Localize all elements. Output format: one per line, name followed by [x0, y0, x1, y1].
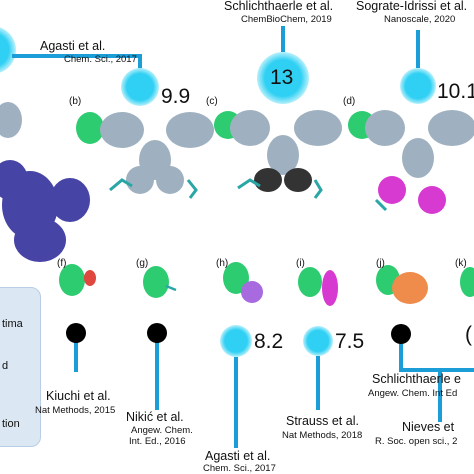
legend-item-1: tima: [2, 318, 23, 330]
agasti2-value: 8.2: [254, 330, 284, 353]
panel-label-j: (j): [376, 258, 385, 269]
panel-label-i: (i): [296, 258, 305, 269]
schlichthaerle-author: Schlichthaerle et al.: [224, 0, 334, 13]
agasti2-author: Agasti et al.: [205, 449, 271, 463]
nikic-journal-line2: Int. Ed., 2016: [129, 436, 186, 447]
agasti-value: 9.9: [161, 85, 191, 108]
strauss-value: 7.5: [335, 330, 365, 353]
schlichthaerle2-value: (: [465, 323, 472, 346]
panel-label-f: (f): [57, 258, 67, 269]
dark-blue-complex: [0, 160, 90, 262]
antibody-b: [76, 112, 214, 199]
kiuchi-journal: Nat Methods, 2015: [35, 405, 116, 416]
sograte-author: Sograte-Idrissi et al.: [356, 0, 468, 13]
antibody-d: [348, 110, 474, 214]
agasti-journal: Chem. Sci., 2017: [64, 54, 137, 65]
agasti-connector: [12, 54, 142, 70]
left-antibody-fragment: [0, 102, 22, 138]
nieves-journal: R. Soc. open sci., 2: [375, 436, 458, 447]
sograte-value: 10.1: [437, 80, 474, 103]
nanobody-k: [460, 267, 474, 297]
nanobody-g: [143, 266, 177, 298]
panel-label-g: (g): [136, 258, 149, 269]
nanobody-j: [376, 265, 428, 304]
schlichthaerle2-connector: [399, 344, 474, 372]
nanobody-h: [223, 262, 263, 303]
sograte-journal: Nanoscale, 2020: [384, 14, 456, 25]
strauss-author: Strauss et al.: [286, 414, 359, 428]
nikic-journal-line1: Angew. Chem.: [131, 425, 193, 436]
agasti-author: Agasti et al.: [40, 39, 106, 53]
schlichthaerle2-author: Schlichthaerle e: [372, 372, 461, 386]
partial-value-circle: [0, 27, 16, 73]
nikic-author: Nikić et al.: [126, 410, 184, 424]
agasti2-value-circle: [220, 325, 252, 357]
panel-label-b: (b): [69, 96, 82, 107]
legend-box: [0, 287, 41, 447]
agasti-value-circle: [121, 68, 159, 106]
legend-item-3: tion: [2, 418, 20, 430]
schlichthaerle-value: 13: [270, 66, 294, 89]
agasti2-journal: Chem. Sci., 2017: [203, 463, 276, 474]
nanobody-f: [59, 264, 96, 296]
nieves-author: Nieves et: [402, 420, 455, 434]
panel-label-h: (h): [216, 258, 229, 269]
kiuchi-author: Kiuchi et al.: [46, 389, 111, 403]
schlichthaerle-value-circle: [257, 52, 309, 104]
panel-label-d: (d): [343, 96, 356, 107]
schlichthaerle2-journal: Angew. Chem. Int Ed: [368, 388, 458, 399]
sograte-value-circle: [400, 68, 436, 104]
nikic-dot: [147, 323, 167, 343]
panel-label-k: (k): [455, 258, 467, 269]
strauss-journal: Nat Methods, 2018: [282, 430, 363, 441]
panel-label-c: (c): [206, 96, 218, 107]
legend-item-2: d: [2, 360, 9, 372]
schlichthaerle2-dot: [391, 324, 411, 344]
antibody-c: [214, 110, 342, 199]
strauss-value-circle: [303, 326, 333, 356]
schlichthaerle-journal: ChemBioChem, 2019: [241, 14, 332, 25]
kiuchi-dot: [66, 323, 86, 343]
nanobody-i: [298, 267, 338, 306]
